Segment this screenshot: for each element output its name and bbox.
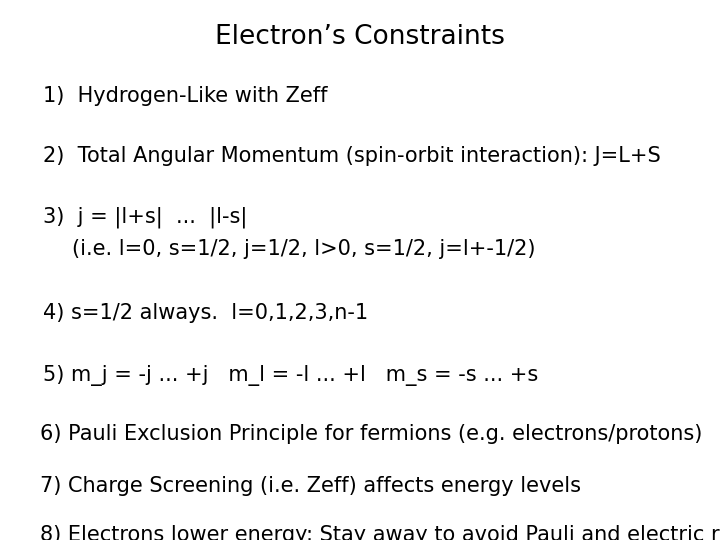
Text: 6) Pauli Exclusion Principle for fermions (e.g. electrons/protons): 6) Pauli Exclusion Principle for fermion… [40,424,702,444]
Text: 3)  j = |l+s|  ...  |l-s|: 3) j = |l+s| ... |l-s| [43,206,248,228]
Text: (i.e. l=0, s=1/2, j=1/2, l>0, s=1/2, j=l+-1/2): (i.e. l=0, s=1/2, j=1/2, l>0, s=1/2, j=l… [72,239,536,259]
Text: 5) m_j = -j ... +j   m_l = -l ... +l   m_s = -s ... +s: 5) m_j = -j ... +j m_l = -l ... +l m_s =… [43,364,539,386]
Text: 8) Electrons lower energy: Stay away to avoid Pauli and electric repulsion: 8) Electrons lower energy: Stay away to … [40,525,720,540]
Text: 1)  Hydrogen-Like with Zeff: 1) Hydrogen-Like with Zeff [43,86,328,106]
Text: 4) s=1/2 always.  l=0,1,2,3,n-1: 4) s=1/2 always. l=0,1,2,3,n-1 [43,303,369,323]
Text: Electron’s Constraints: Electron’s Constraints [215,24,505,50]
Text: 2)  Total Angular Momentum (spin-orbit interaction): J=L+S: 2) Total Angular Momentum (spin-orbit in… [43,146,661,166]
Text: 7) Charge Screening (i.e. Zeff) affects energy levels: 7) Charge Screening (i.e. Zeff) affects … [40,476,580,496]
